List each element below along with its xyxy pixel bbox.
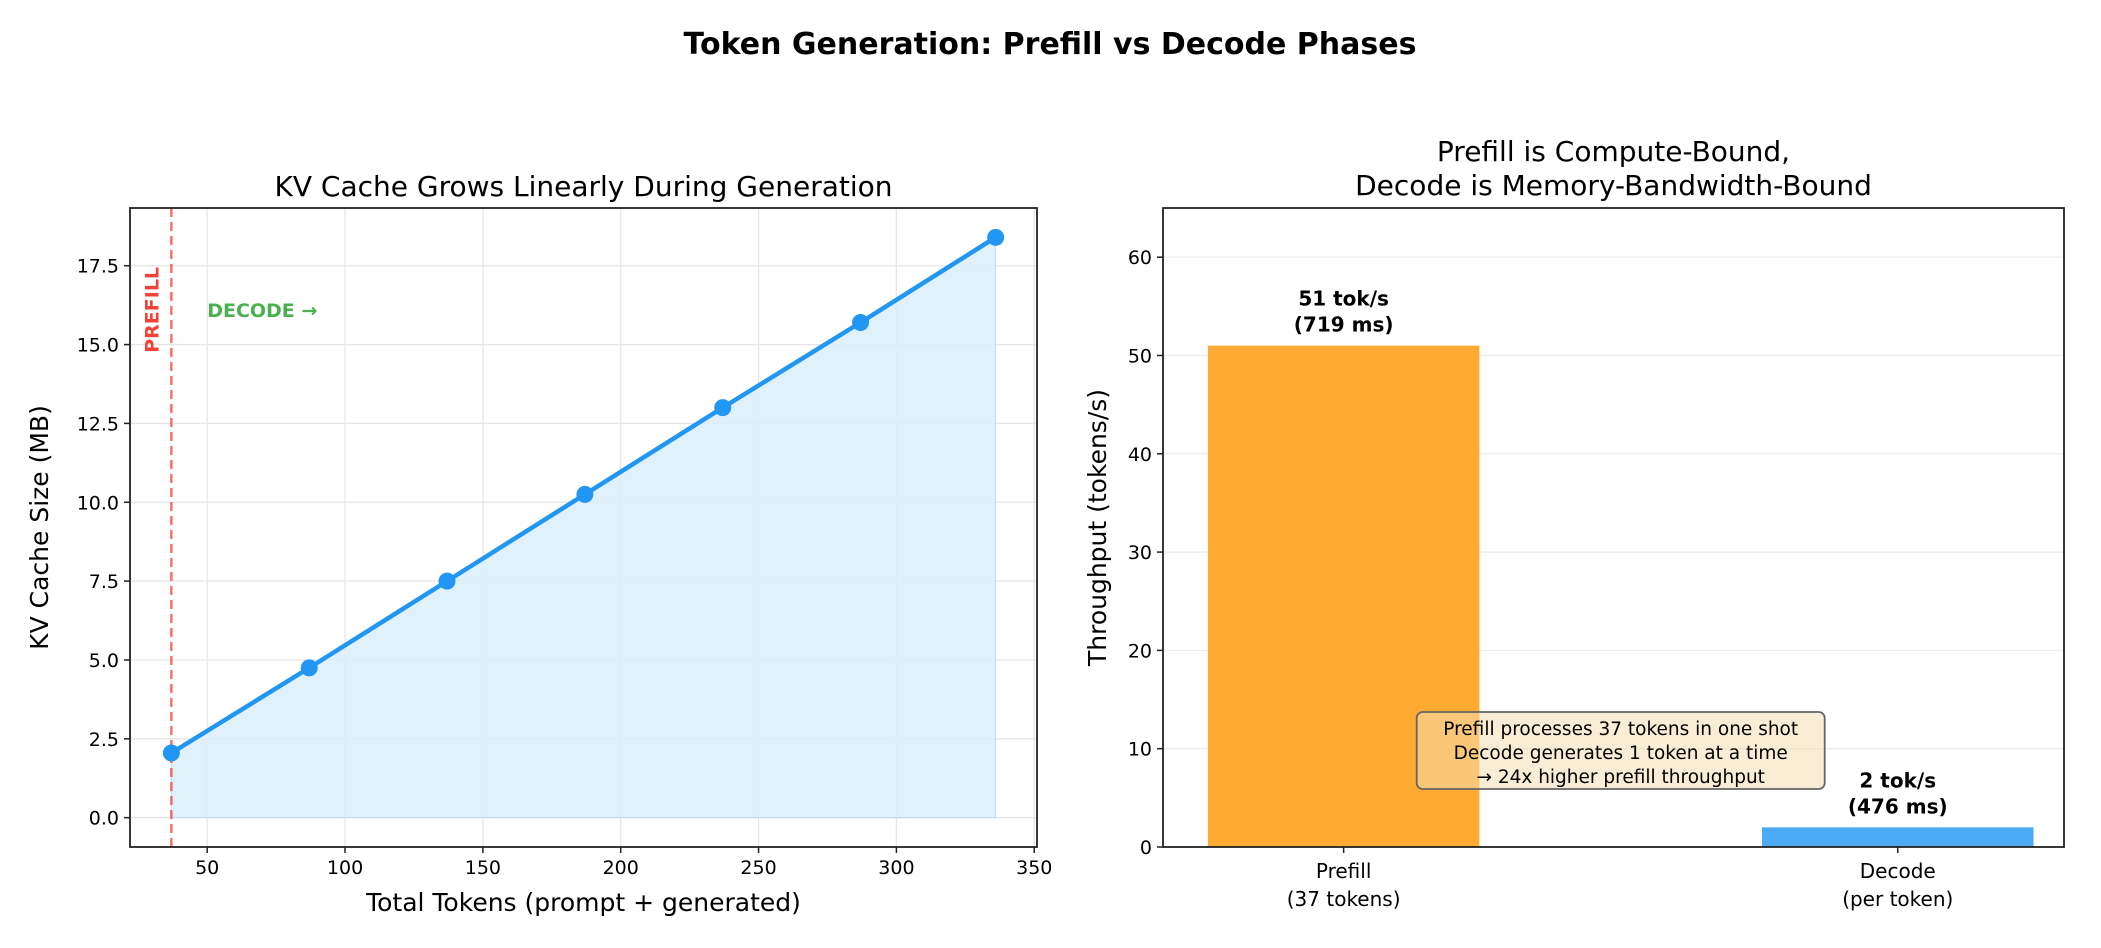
y-tick-label: 30 [1128, 542, 1152, 564]
bar-value-label: 51 tok/s [1298, 287, 1389, 311]
x-tick-label: 250 [740, 857, 776, 879]
x-tick-label: Prefill [1316, 859, 1372, 883]
data-point [162, 744, 180, 762]
area-fill [170, 236, 997, 819]
note-box [1415, 711, 1826, 790]
kv-cache-chart: PREFILL DECODE → 50 100 150 200 250 300 350 0.0 2.… [25, 170, 1052, 917]
note-text: → 24x higher prefill throughput [1476, 767, 1765, 788]
data-point [576, 485, 594, 503]
decode-label: DECODE → [207, 300, 317, 322]
bar-decode [1762, 827, 2034, 847]
x-tick-label: 300 [878, 857, 914, 879]
y-tick-label: 20 [1128, 640, 1152, 662]
data-point [852, 313, 870, 331]
y-tick-label: 12.5 [77, 413, 119, 435]
data-point [714, 399, 732, 417]
x-tick-label: (37 tokens) [1287, 887, 1401, 911]
x-tick-label: (per token) [1842, 887, 1953, 911]
y-tick-label: 17.5 [77, 256, 119, 278]
y-tick-label: 0 [1140, 837, 1152, 859]
data-point [438, 572, 456, 590]
y-axis-label: Throughput (tokens/s) [1083, 389, 1112, 667]
chart-title: Decode is Memory-Bandwidth-Bound [1355, 169, 1872, 202]
figure-title: Token Generation: Prefill vs Decode Phas… [684, 27, 1417, 62]
bar-time-label: (719 ms) [1294, 313, 1394, 337]
y-tick-label: 2.5 [89, 729, 119, 751]
note-text: Decode generates 1 token at a time [1454, 743, 1788, 764]
x-tick-label: 50 [195, 857, 219, 879]
y-tick-label: 60 [1128, 247, 1152, 269]
y-tick-label: 10.0 [77, 492, 119, 514]
x-axis-label: Total Tokens (prompt + generated) [365, 888, 801, 917]
bar-time-label: (476 ms) [1848, 794, 1948, 818]
x-tick-label: 100 [327, 857, 363, 879]
plot-frame [1162, 207, 2065, 848]
y-tick-label: 10 [1128, 739, 1152, 761]
y-tick-label: 0.0 [89, 808, 119, 830]
y-tick-label: 7.5 [89, 571, 119, 593]
x-tick-label: 350 [1016, 857, 1052, 879]
note-text: Prefill processes 37 tokens in one shot [1443, 719, 1798, 740]
chart-title: KV Cache Grows Linearly During Generatio… [275, 170, 893, 203]
y-tick-label: 15.0 [77, 335, 119, 357]
data-point [987, 228, 1005, 246]
data-point [300, 659, 318, 677]
y-tick-label: 50 [1128, 345, 1152, 367]
bar-value-label: 2 tok/s [1859, 768, 1936, 792]
y-tick-label: 40 [1128, 444, 1152, 466]
x-tick-label: Decode [1860, 859, 1936, 883]
x-tick-label: 150 [465, 857, 501, 879]
chart-title: Prefill is Compute-Bound, [1437, 135, 1790, 168]
y-tick-label: 5.0 [89, 650, 119, 672]
plot-frame [129, 207, 1038, 848]
x-tick-label: 200 [603, 857, 639, 879]
y-axis-label: KV Cache Size (MB) [25, 405, 54, 650]
prefill-label: PREFILL [141, 267, 163, 353]
throughput-chart: 51 tok/s(719 ms) Prefill (37 tokens) 2 tok/… [1083, 135, 2065, 911]
